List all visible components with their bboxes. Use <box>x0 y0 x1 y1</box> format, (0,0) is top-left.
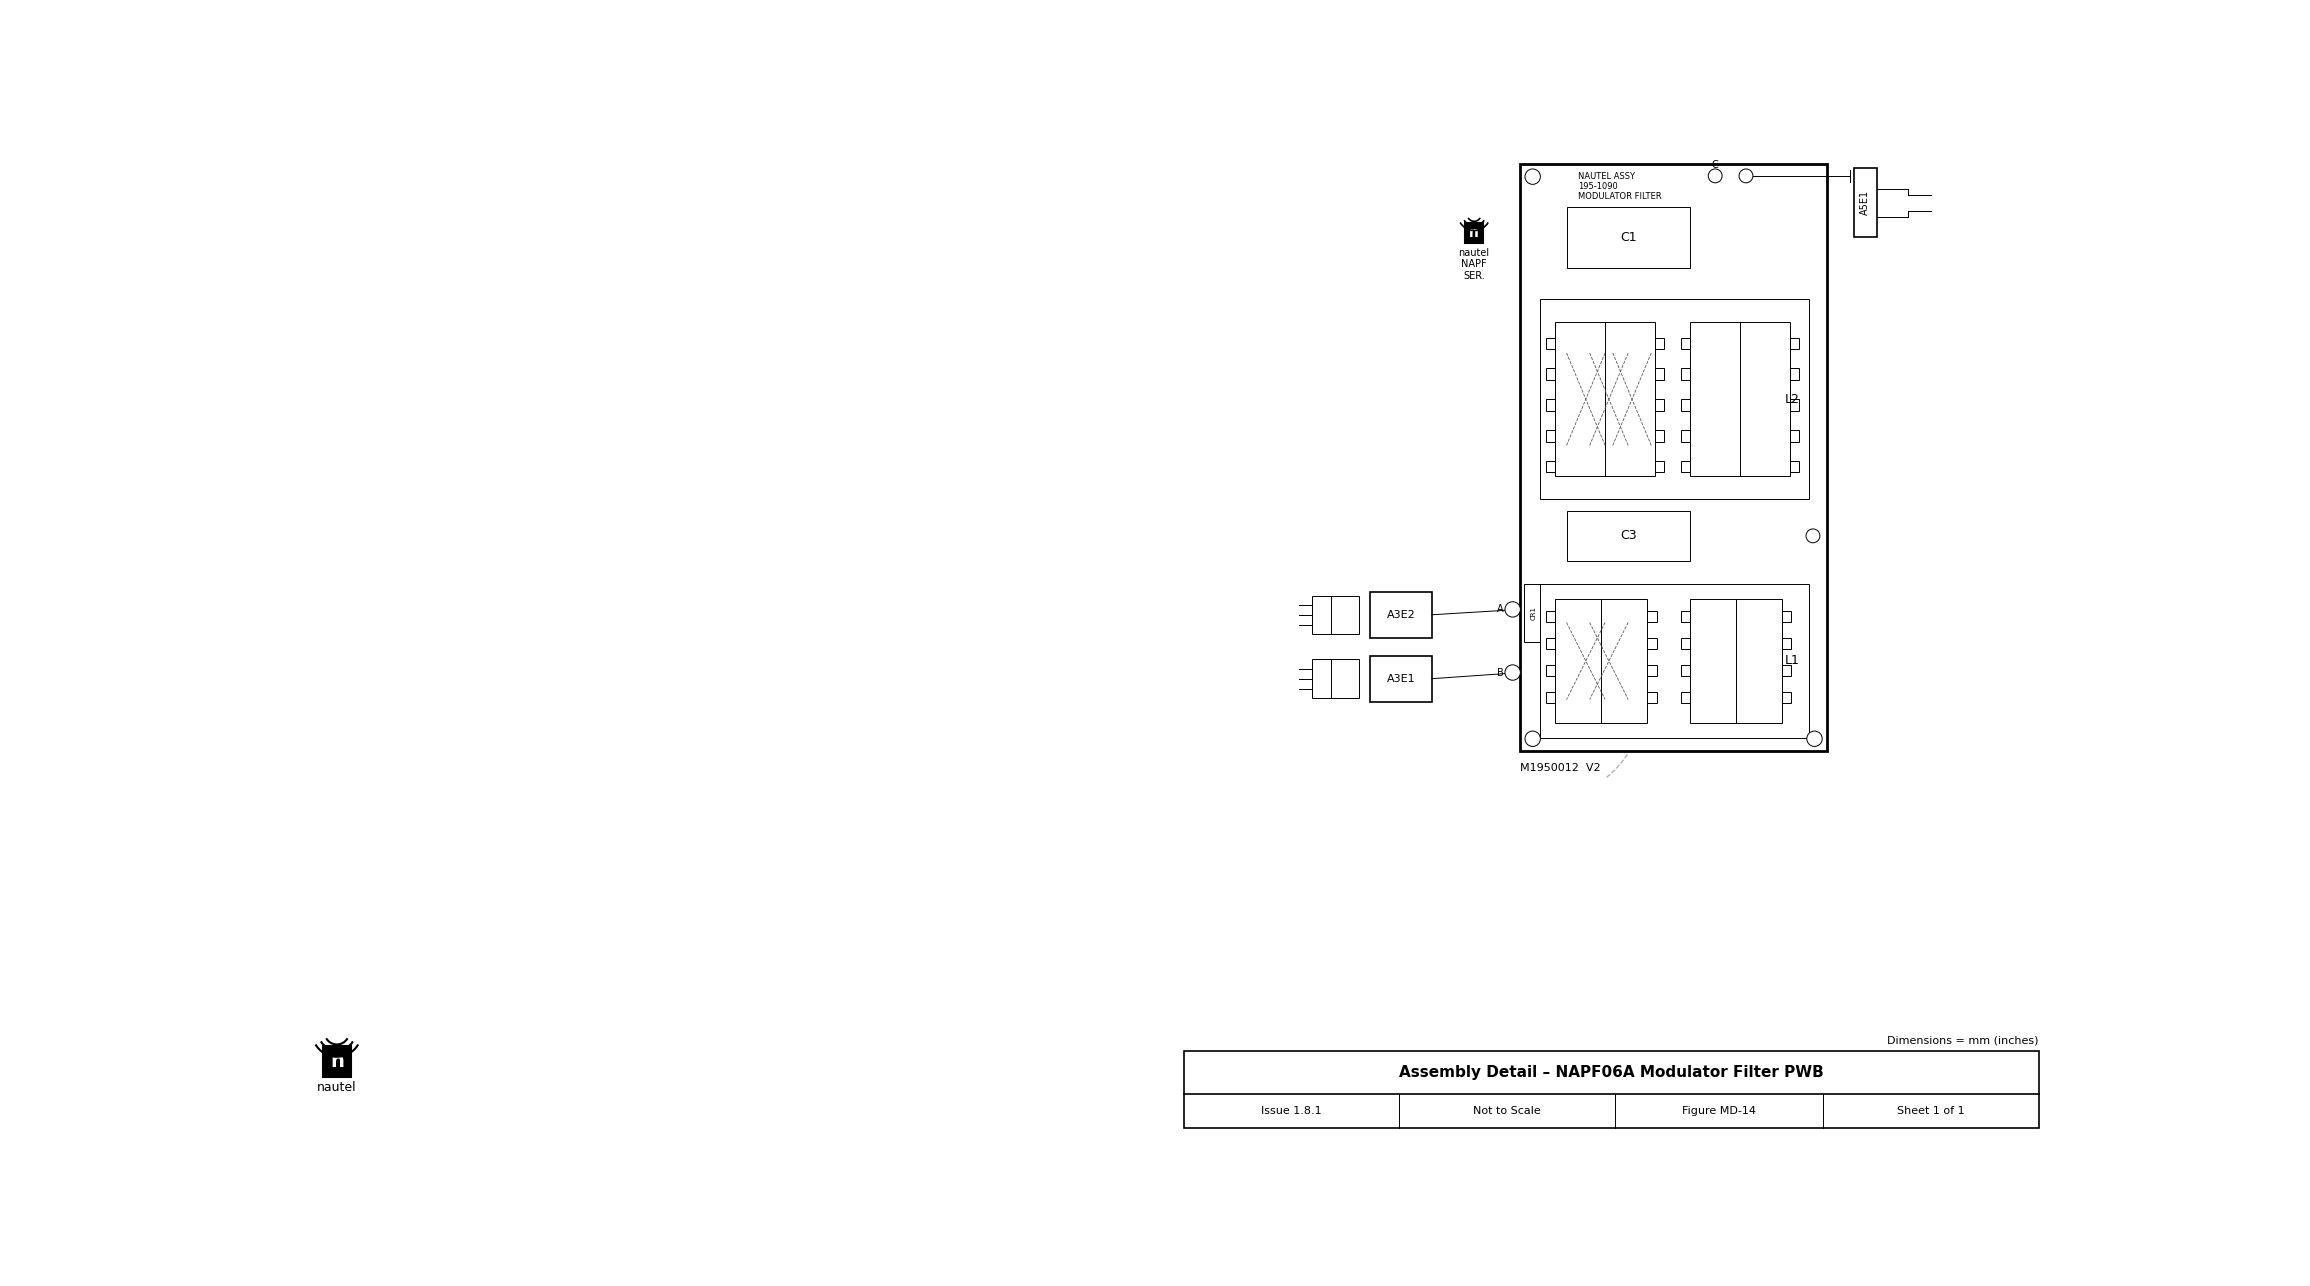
Bar <box>1783 638 1793 649</box>
Bar <box>1679 460 1689 472</box>
Bar <box>1790 460 1799 472</box>
Bar <box>1566 511 1689 561</box>
Circle shape <box>1506 665 1520 680</box>
Text: B: B <box>1497 667 1504 678</box>
Bar <box>1465 222 1483 243</box>
Circle shape <box>1525 168 1541 184</box>
Bar <box>1689 599 1783 723</box>
Text: MODULATOR FILTER: MODULATOR FILTER <box>1578 192 1661 201</box>
Bar <box>1545 611 1555 622</box>
Text: 195-1090: 195-1090 <box>1578 183 1617 192</box>
Bar <box>1312 660 1358 698</box>
Bar <box>1679 665 1689 676</box>
Text: nautel: nautel <box>316 1082 356 1094</box>
Bar <box>1545 460 1555 472</box>
Text: C: C <box>1712 159 1719 170</box>
Bar <box>1790 430 1799 441</box>
Bar <box>1853 168 1876 238</box>
Text: Not to Scale: Not to Scale <box>1474 1106 1541 1116</box>
Bar <box>1545 692 1555 703</box>
Bar <box>1545 638 1555 649</box>
Text: A3E2: A3E2 <box>1386 610 1416 620</box>
Bar <box>1679 399 1689 410</box>
Text: Issue 1.8.1: Issue 1.8.1 <box>1261 1106 1321 1116</box>
Bar <box>1647 638 1656 649</box>
Bar <box>1566 207 1689 269</box>
Bar <box>1654 338 1663 349</box>
Bar <box>1654 399 1663 410</box>
Text: SER.: SER. <box>1462 271 1485 280</box>
Bar <box>1679 430 1689 441</box>
Text: A5E1: A5E1 <box>1860 190 1871 215</box>
Bar <box>1525 584 1543 642</box>
Bar <box>1790 338 1799 349</box>
Bar <box>1679 338 1689 349</box>
Text: C1: C1 <box>1619 231 1635 244</box>
Bar <box>1545 665 1555 676</box>
Bar <box>1555 323 1654 476</box>
Text: A3E1: A3E1 <box>1386 674 1416 684</box>
Bar <box>1654 430 1663 441</box>
Text: M1950012  V2: M1950012 V2 <box>1520 764 1601 773</box>
Text: n: n <box>330 1052 344 1071</box>
Bar <box>1520 165 1827 751</box>
Circle shape <box>1806 730 1823 746</box>
Bar <box>1538 300 1809 499</box>
Text: Figure MD-14: Figure MD-14 <box>1682 1106 1756 1116</box>
Bar <box>1647 665 1656 676</box>
Bar <box>1312 595 1358 634</box>
Text: Dimensions = mm (inches): Dimensions = mm (inches) <box>1887 1035 2037 1046</box>
Circle shape <box>1806 529 1820 543</box>
Text: CR1: CR1 <box>1532 606 1536 620</box>
Bar <box>1783 692 1793 703</box>
Bar <box>1790 399 1799 410</box>
Text: C3: C3 <box>1619 530 1635 543</box>
Bar <box>1689 323 1790 476</box>
Bar <box>1370 592 1432 638</box>
Bar <box>323 1046 351 1076</box>
Text: A: A <box>1497 604 1504 615</box>
Bar <box>1183 1052 2037 1128</box>
Bar <box>1783 665 1793 676</box>
Bar <box>1370 656 1432 702</box>
Bar <box>1647 611 1656 622</box>
Text: L2: L2 <box>1786 392 1799 405</box>
Bar <box>1679 638 1689 649</box>
Bar <box>1545 430 1555 441</box>
Bar <box>1783 611 1793 622</box>
Circle shape <box>1739 168 1753 183</box>
Circle shape <box>1506 602 1520 617</box>
Bar <box>1545 338 1555 349</box>
Circle shape <box>1525 730 1541 746</box>
Text: NAUTEL ASSY: NAUTEL ASSY <box>1578 172 1635 181</box>
Bar <box>1654 460 1663 472</box>
Bar <box>1538 584 1809 738</box>
Bar <box>1647 692 1656 703</box>
Bar <box>1545 399 1555 410</box>
Bar <box>1679 692 1689 703</box>
Bar <box>1790 368 1799 379</box>
Text: n: n <box>1469 226 1478 240</box>
Bar <box>1679 611 1689 622</box>
Text: NAPF: NAPF <box>1462 260 1488 270</box>
Bar <box>1545 368 1555 379</box>
Text: nautel: nautel <box>1458 248 1490 258</box>
Text: Assembly Detail – NAPF06A Modulator Filter PWB: Assembly Detail – NAPF06A Modulator Filt… <box>1400 1065 1823 1080</box>
Bar <box>1654 368 1663 379</box>
Bar <box>1679 368 1689 379</box>
Bar <box>1555 599 1647 723</box>
Circle shape <box>1707 168 1721 183</box>
Text: L1: L1 <box>1786 655 1799 667</box>
Text: Sheet 1 of 1: Sheet 1 of 1 <box>1897 1106 1964 1116</box>
